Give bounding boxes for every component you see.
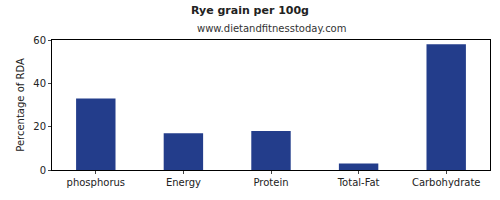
svg-text:Carbohydrate: Carbohydrate (412, 177, 481, 188)
svg-text:Percentage of RDA: Percentage of RDA (15, 58, 26, 152)
svg-text:Protein: Protein (253, 177, 288, 188)
svg-text:phosphorus: phosphorus (67, 177, 125, 188)
svg-text:0: 0 (40, 165, 46, 176)
svg-text:60: 60 (33, 35, 46, 46)
svg-text:www.dietandfitnesstoday.com: www.dietandfitnesstoday.com (197, 23, 346, 34)
svg-text:Rye grain per 100g: Rye grain per 100g (191, 4, 309, 17)
svg-text:40: 40 (33, 78, 46, 89)
svg-text:Total-Fat: Total-Fat (337, 177, 380, 188)
svg-text:20: 20 (33, 121, 46, 132)
svg-text:Energy: Energy (166, 177, 201, 188)
